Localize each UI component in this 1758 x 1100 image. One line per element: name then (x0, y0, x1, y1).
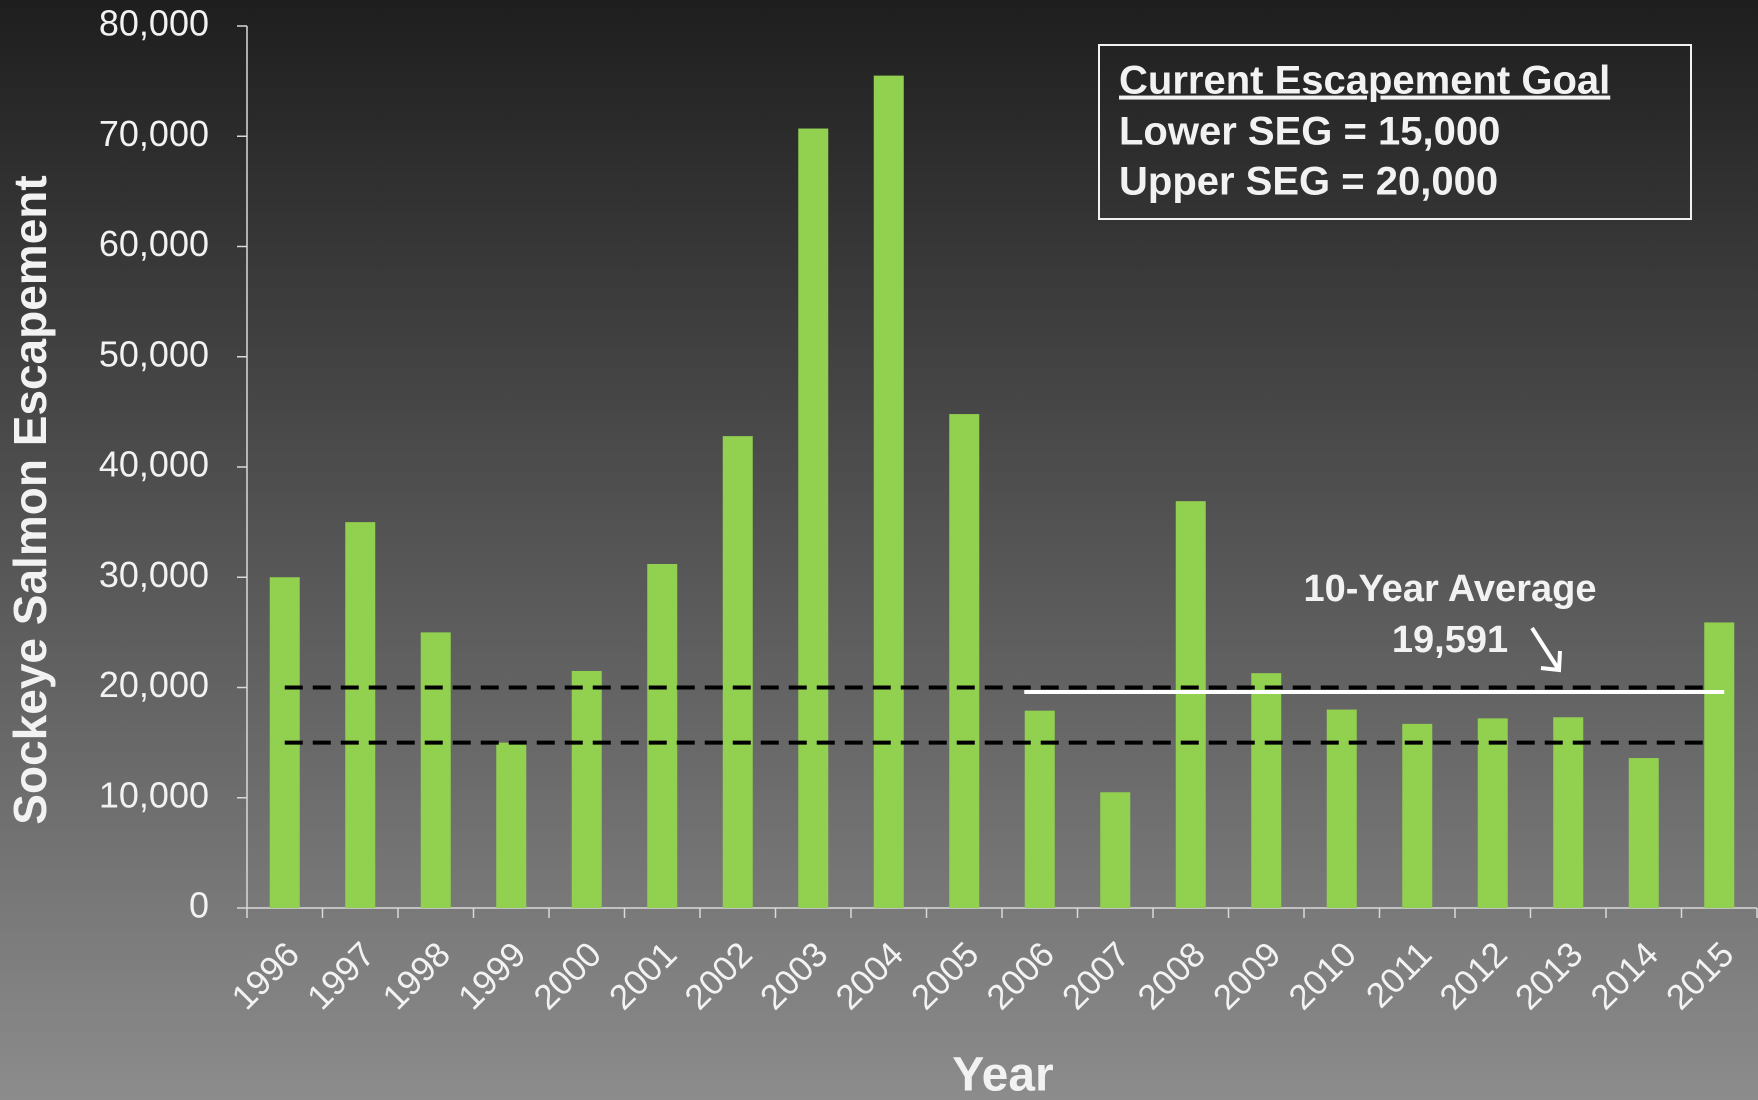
y-tick-label: 50,000 (99, 333, 209, 374)
bar (1175, 501, 1206, 908)
y-tick-label: 60,000 (99, 223, 209, 264)
x-tick-label: 2015 (1659, 935, 1742, 1018)
y-tick-label: 80,000 (99, 3, 209, 44)
bar (722, 436, 753, 908)
bar (1100, 792, 1131, 908)
x-tick-label: 2010 (1281, 935, 1364, 1018)
bar (647, 564, 678, 908)
bar (1326, 709, 1357, 908)
y-tick-label: 30,000 (99, 554, 209, 595)
bar (1553, 717, 1584, 908)
x-tick-label: 1998 (375, 935, 458, 1018)
x-tick-label: 2007 (1055, 935, 1138, 1018)
x-tick-label: 2011 (1359, 935, 1440, 1016)
x-tick-label: 2008 (1130, 935, 1213, 1018)
bar (1704, 622, 1735, 908)
x-tick-label: 1997 (300, 935, 383, 1018)
goal-line: Upper SEG = 20,000 (1119, 160, 1498, 204)
bar (1628, 758, 1659, 908)
y-tick-label: 0 (189, 885, 209, 926)
bar (1477, 718, 1508, 908)
x-tick-label: 2002 (677, 935, 760, 1018)
bar (571, 670, 602, 908)
y-tick-label: 10,000 (99, 774, 209, 815)
x-tick-label: 2001 (602, 935, 685, 1018)
x-tick-label: 2005 (904, 935, 987, 1018)
x-tick-label: 1996 (224, 935, 307, 1018)
bar (345, 522, 376, 908)
y-tick-label: 70,000 (99, 113, 209, 154)
x-tick-label: 2000 (526, 935, 609, 1018)
bar (1251, 673, 1282, 908)
goal-box (1098, 44, 1692, 220)
bar (1402, 723, 1433, 908)
average-value-label: 19,591 (1392, 619, 1508, 661)
bar (420, 632, 451, 908)
x-tick-label: 2004 (828, 935, 911, 1018)
x-tick-label: 2013 (1508, 935, 1591, 1018)
bar (798, 128, 829, 909)
bar (873, 75, 904, 909)
x-tick-label: 2009 (1206, 935, 1289, 1018)
bar (1024, 710, 1055, 908)
goal-line: Lower SEG = 15,000 (1119, 110, 1500, 154)
x-axis-label: Year (952, 1049, 1053, 1100)
x-tick-label: 2012 (1432, 935, 1515, 1018)
y-axis-label: Sockeye Salmon Escapement (4, 175, 56, 824)
bar (496, 742, 527, 908)
y-tick-label: 40,000 (99, 444, 209, 485)
x-tick-label: 2003 (753, 935, 836, 1018)
average-label: 10-Year Average (1304, 568, 1597, 610)
x-tick-label: 1999 (451, 935, 534, 1018)
goal-title: Current Escapement Goal (1119, 59, 1610, 103)
arrow (1530, 626, 1562, 673)
x-tick-label: 2014 (1583, 935, 1666, 1018)
bar (949, 414, 980, 908)
x-tick-label: 2006 (979, 935, 1062, 1018)
y-tick-label: 20,000 (99, 664, 209, 705)
